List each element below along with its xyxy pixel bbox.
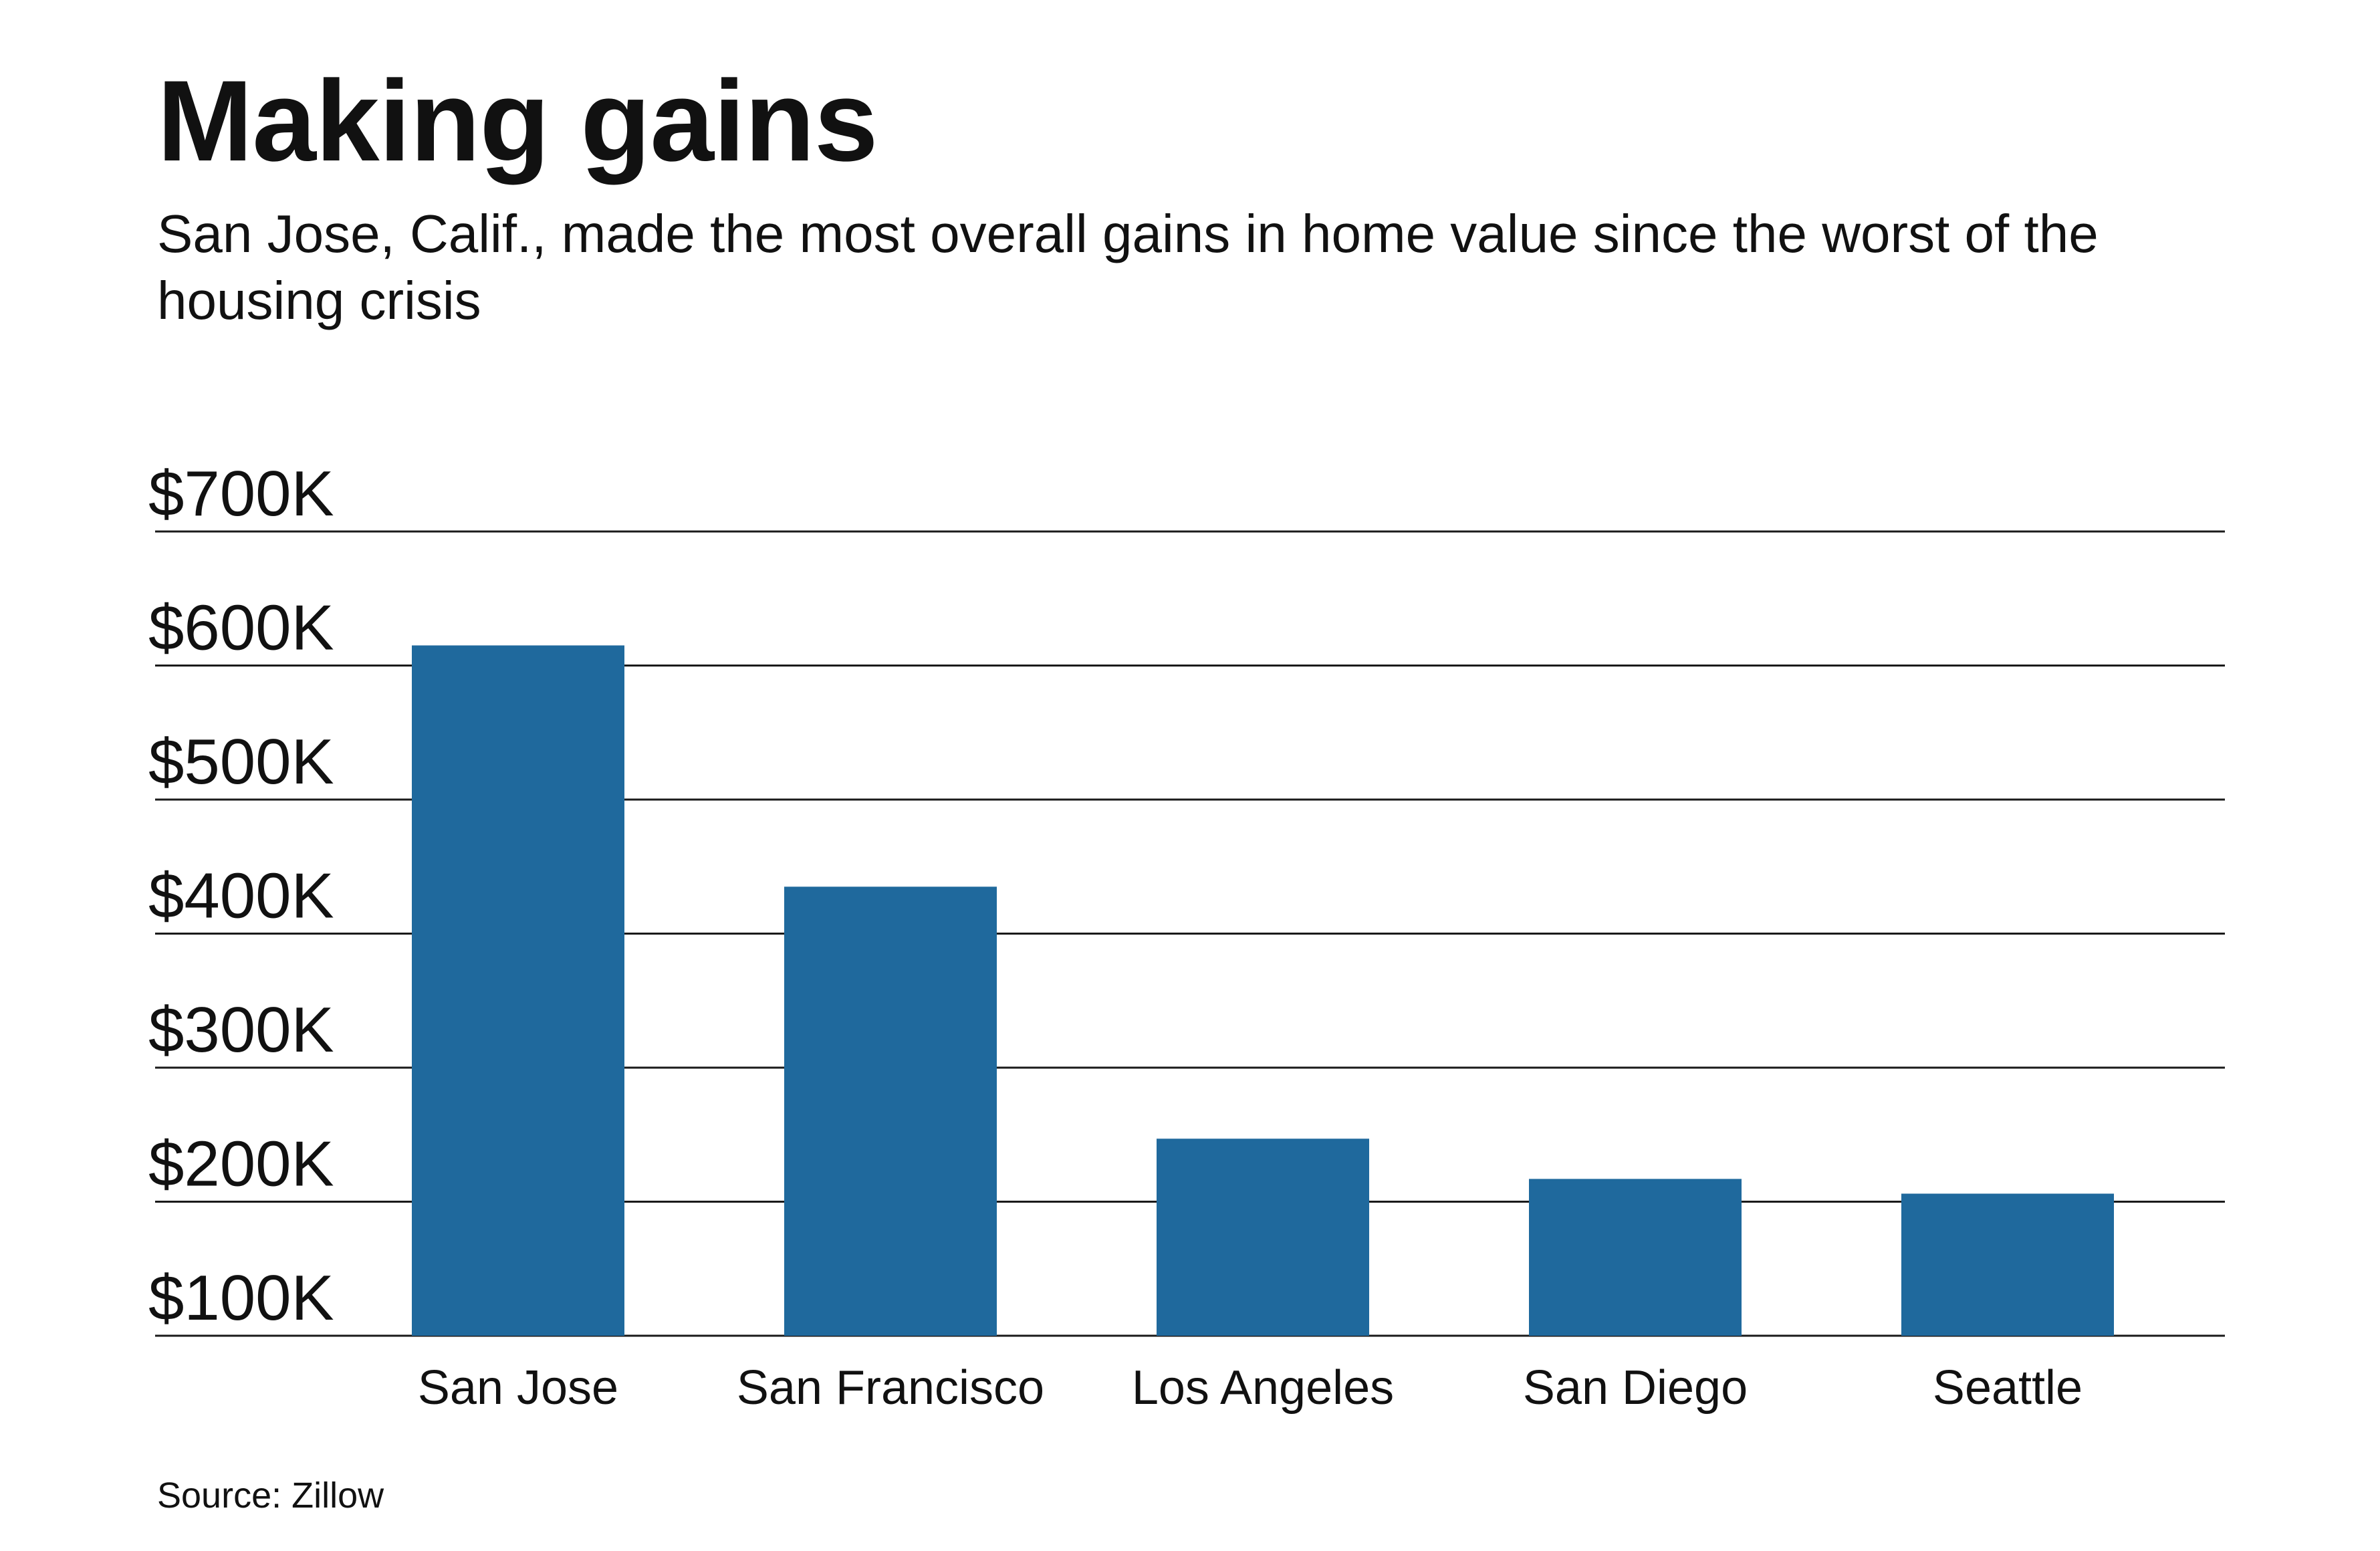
chart-subtitle: San Jose, Calif., made the most overall … <box>157 204 2099 330</box>
y-tick-label: $100K <box>148 1262 334 1334</box>
x-category-label: San Diego <box>1523 1361 1748 1415</box>
bar <box>784 886 997 1336</box>
bar <box>412 645 624 1336</box>
bar <box>1529 1179 1742 1336</box>
bars <box>412 645 2114 1336</box>
x-category-labels: San Jose San Francisco Los Angeles San Dieg… <box>418 1361 2082 1415</box>
y-tick-label: $200K <box>148 1128 334 1200</box>
bar <box>1157 1139 1369 1336</box>
bar <box>1901 1193 2114 1336</box>
y-tick-label: $700K <box>148 458 334 529</box>
y-tick-labels: $100K $200K $300K $400K $500K $600K $700K <box>148 458 334 1334</box>
x-category-label: Los Angeles <box>1132 1361 1394 1415</box>
x-category-label: San Jose <box>418 1361 618 1415</box>
y-tick-label: $500K <box>148 726 334 798</box>
y-tick-label: $400K <box>148 860 334 932</box>
source-note: Source: Zillow <box>157 1475 384 1516</box>
x-category-label: San Francisco <box>737 1361 1044 1415</box>
y-tick-label: $300K <box>148 994 334 1066</box>
x-category-label: Seattle <box>1933 1361 2082 1415</box>
chart-title: Making gains <box>157 57 878 185</box>
y-tick-label: $600K <box>148 592 334 664</box>
